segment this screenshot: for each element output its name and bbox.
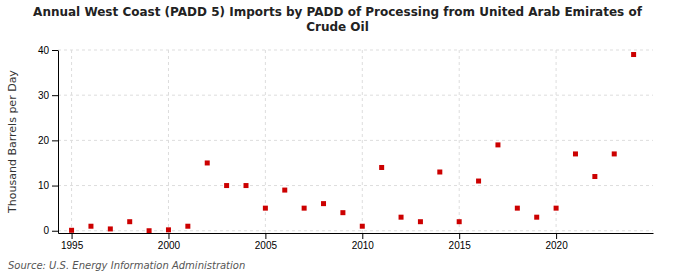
point [457, 219, 462, 224]
tick-label: 2000 [158, 240, 181, 251]
tick: 0 [43, 225, 58, 236]
tick-label: 2005 [255, 240, 278, 251]
tick: 2020 [545, 233, 568, 251]
point [379, 165, 384, 170]
point [302, 206, 307, 211]
tick-label: 2015 [449, 240, 472, 251]
point [495, 142, 500, 147]
point [185, 224, 190, 229]
grid-line [58, 95, 653, 96]
title: Annual West Coast (PADD 5) Imports by PA… [33, 5, 643, 34]
tick-mark [459, 233, 460, 239]
tick: 2010 [352, 233, 375, 251]
point [418, 219, 423, 224]
tick-mark [52, 50, 58, 51]
tick: 30 [38, 90, 58, 101]
tick-mark [52, 186, 58, 187]
grid-line [58, 50, 653, 51]
y-axis-label: Thousand Barrels per Day [6, 70, 19, 214]
grid-line [556, 50, 557, 233]
y-axis: 0 10 20 30 40 [38, 45, 59, 237]
tick: 40 [38, 45, 58, 56]
point [88, 224, 93, 229]
tick-mark [168, 233, 169, 239]
point [515, 206, 520, 211]
point [69, 228, 74, 233]
tick: 10 [38, 180, 58, 191]
point [282, 188, 287, 193]
tick-label: 40 [38, 45, 50, 56]
point [612, 151, 617, 156]
source-note: Source: U.S. Energy Information Administ… [8, 260, 245, 271]
tick: 2015 [449, 233, 472, 251]
point [476, 179, 481, 184]
chart: Annual West Coast (PADD 5) Imports by PA… [0, 0, 675, 275]
tick-mark [556, 233, 557, 239]
point [224, 183, 229, 188]
tick-mark [72, 233, 73, 239]
point [321, 201, 326, 206]
grid-line [265, 50, 266, 233]
grid-line [459, 50, 460, 233]
x-axis: 1995 2000 2005 2010 2015 2020 [59, 233, 654, 251]
tick-label: 10 [38, 180, 50, 191]
grid-line [71, 50, 72, 233]
axis-line [59, 233, 654, 234]
grid-line [168, 50, 169, 233]
tick: 20 [38, 135, 58, 146]
grid-line [58, 140, 653, 141]
point [534, 215, 539, 220]
point [340, 210, 345, 215]
tick-label: 0 [43, 225, 49, 236]
point [554, 206, 559, 211]
tick: 1995 [61, 233, 84, 251]
points [69, 52, 636, 233]
grid [58, 50, 653, 233]
point [263, 206, 268, 211]
point [437, 170, 442, 175]
point [127, 219, 132, 224]
tick-mark [52, 231, 58, 232]
point [592, 174, 597, 179]
point [399, 215, 404, 220]
point [243, 183, 248, 188]
point [631, 52, 636, 57]
tick-label: 2010 [352, 240, 375, 251]
tick: 2000 [158, 233, 181, 251]
grid-line [58, 185, 653, 186]
point [573, 151, 578, 156]
tick-mark [52, 140, 58, 141]
tick-label: 1995 [61, 240, 84, 251]
point [108, 226, 113, 231]
axis-line [58, 51, 59, 234]
tick-label: 30 [38, 90, 50, 101]
tick-label: 2020 [545, 240, 568, 251]
tick: 2005 [255, 233, 278, 251]
point [360, 224, 365, 229]
point [147, 228, 152, 233]
plot: 1995 2000 2005 2010 2015 2020 0 10 20 30 40 [38, 45, 654, 251]
tick-mark [265, 233, 266, 239]
tick-mark [52, 95, 58, 96]
grid-line [362, 50, 363, 233]
point [205, 160, 210, 165]
point [166, 227, 171, 232]
tick-label: 20 [38, 135, 50, 146]
tick-mark [362, 233, 363, 239]
